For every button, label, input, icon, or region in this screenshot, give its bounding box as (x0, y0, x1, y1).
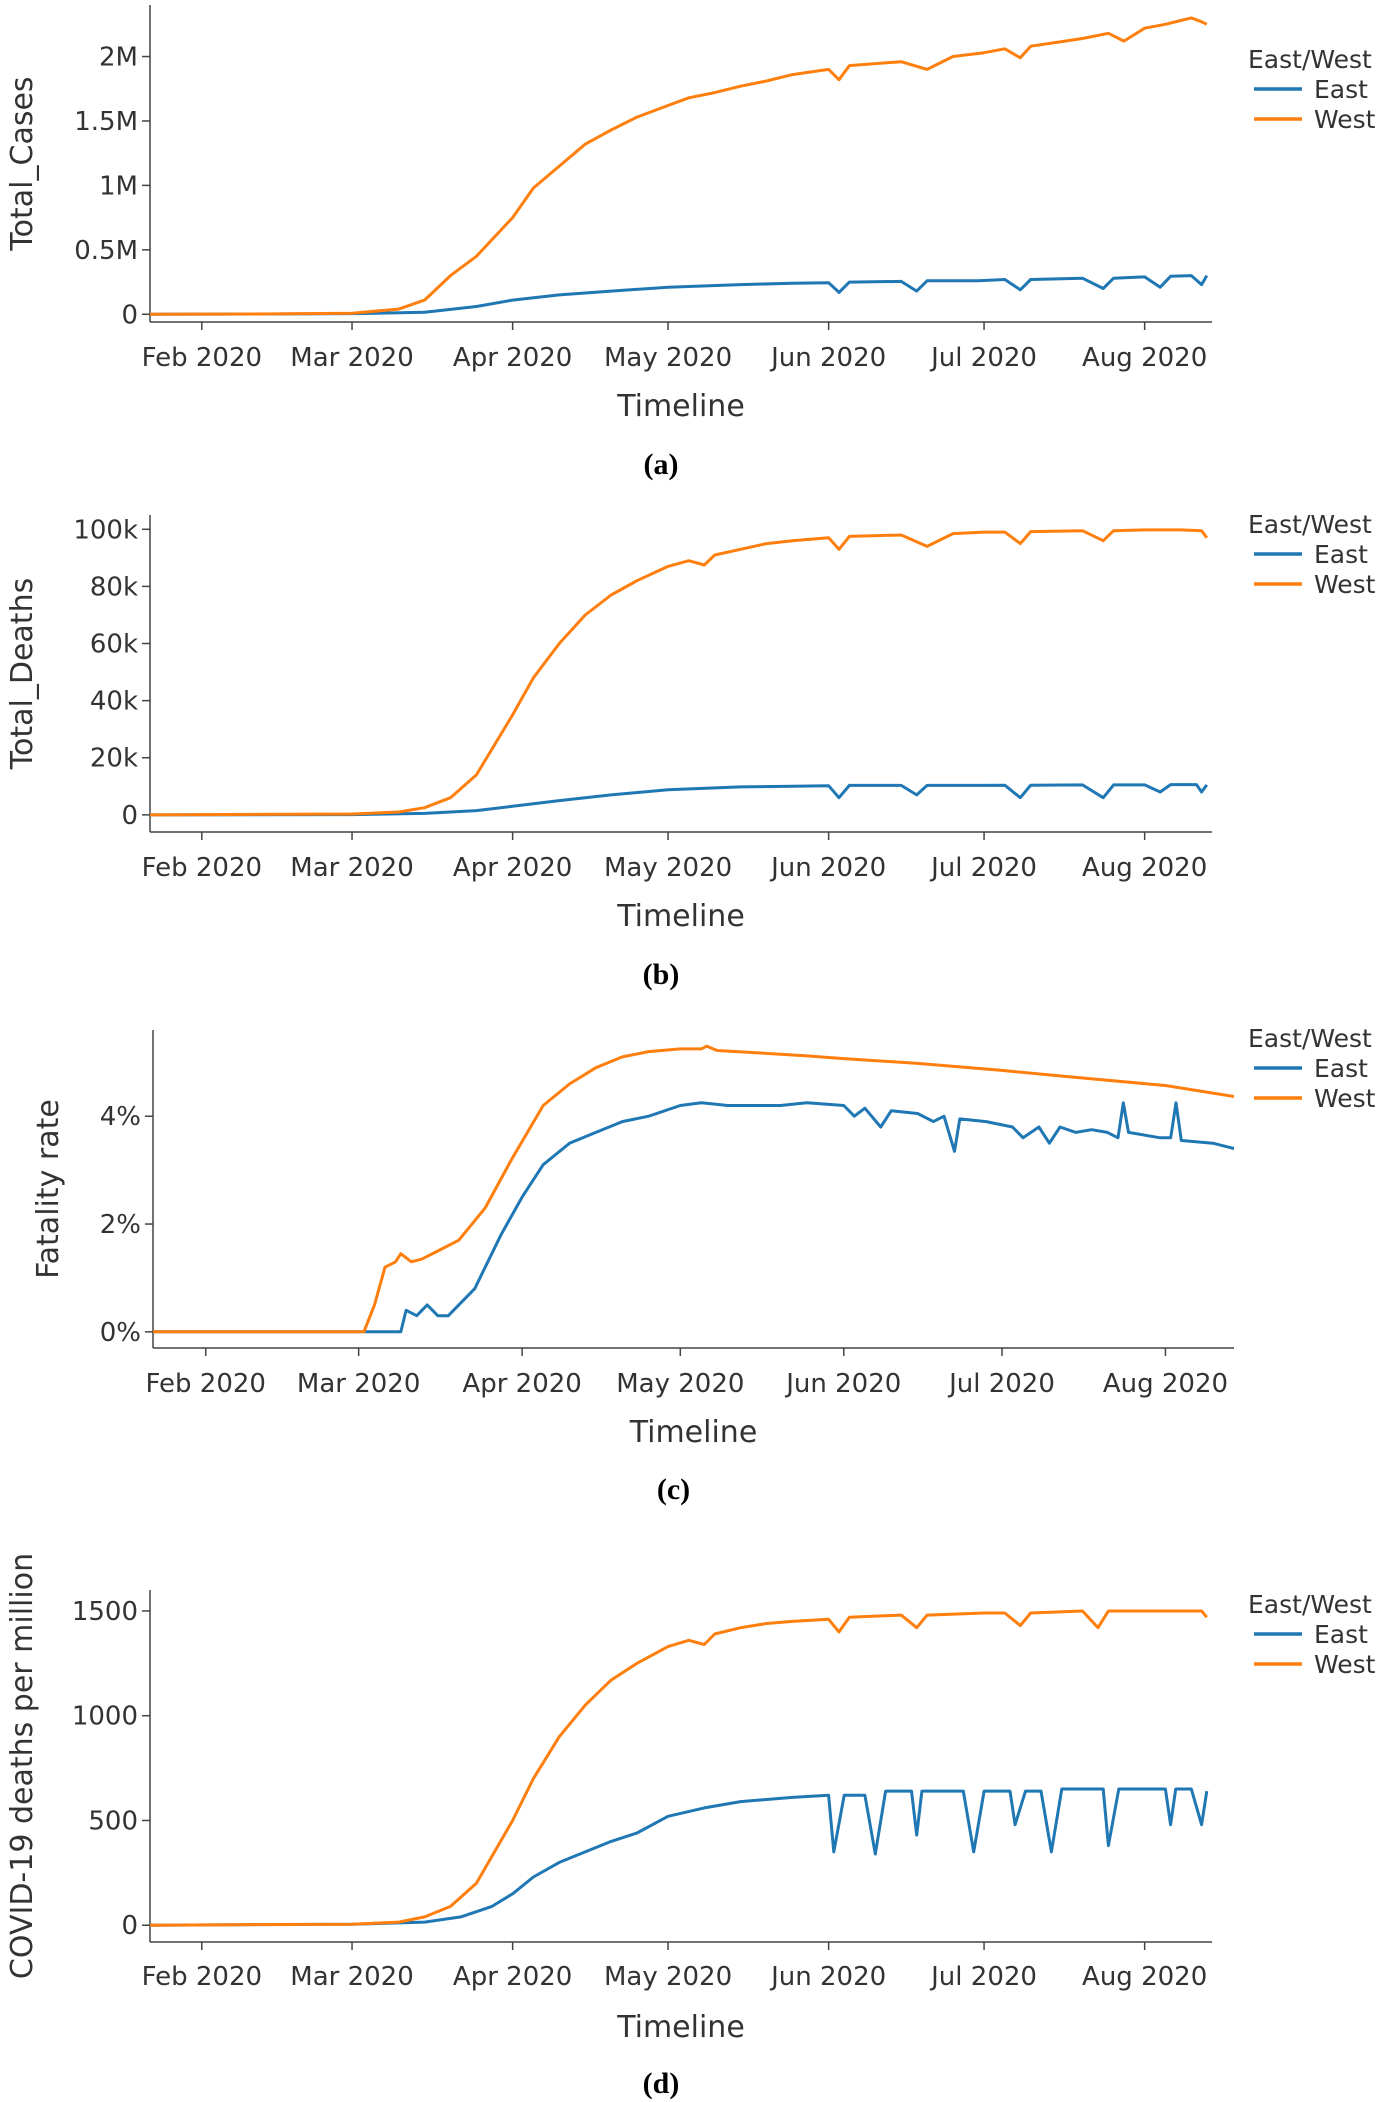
chart-d-x-title: Timeline (616, 2010, 745, 2045)
x-tick-label: Jul 2020 (929, 1962, 1037, 1992)
x-tick-label: Apr 2020 (453, 1962, 572, 1992)
chart-d-caption: (d) (643, 2067, 680, 2100)
chart-c-svg: Feb 2020 Mar 2020 Apr 2020 May 2020 Jun 2020… (31, 1024, 1376, 1506)
legend-title: East/West (1248, 1024, 1372, 1053)
x-tick-label: Apr 2020 (453, 853, 572, 883)
y-tick-label: 2% (100, 1210, 141, 1240)
x-tick-label: Aug 2020 (1103, 1369, 1228, 1399)
chart-a-caption: (a) (644, 448, 679, 481)
y-tick-label: 20k (90, 744, 138, 774)
series-line-east (153, 1101, 1234, 1334)
x-tick-label: May 2020 (604, 853, 732, 883)
y-tick-label: 60k (90, 630, 138, 660)
x-tick-label: Jul 2020 (929, 853, 1037, 883)
chart-c-x-title: Timeline (629, 1415, 758, 1450)
x-tick-label: Jun 2020 (769, 1962, 886, 1992)
y-tick-label: 500 (88, 1806, 138, 1836)
chart-panel-a: Feb 2020 Mar 2020 Apr 2020 May 2020 Jun 2020… (0, 0, 1391, 505)
chart-b-svg: Feb 2020 Mar 2020 Apr 2020 May 2020 Jun 2020… (5, 510, 1376, 991)
y-tick-label: 0.5M (74, 236, 138, 266)
chart-panel-c: Feb 2020 Mar 2020 Apr 2020 May 2020 Jun 2020… (0, 1015, 1391, 1530)
y-tick-label: 1M (99, 171, 138, 201)
series-line-west (150, 1609, 1208, 1927)
y-tick-label: 1000 (72, 1702, 138, 1732)
x-tick-label: Mar 2020 (297, 1369, 421, 1399)
x-tick-label: Apr 2020 (462, 1369, 581, 1399)
x-tick-label: Feb 2020 (145, 1369, 265, 1399)
x-tick-label: Mar 2020 (290, 853, 414, 883)
series-line-west (150, 528, 1209, 817)
x-tick-label: Mar 2020 (290, 343, 414, 373)
x-tick-label: Jun 2020 (769, 853, 886, 883)
legend-title: East/West (1248, 45, 1372, 74)
y-tick-label: 2M (99, 43, 138, 73)
series-line-east (150, 1787, 1209, 1927)
x-tick-label: Aug 2020 (1082, 1962, 1207, 1992)
chart-b-y-title: Total_Deaths (5, 578, 40, 770)
x-tick-label: Feb 2020 (142, 853, 262, 883)
x-tick-label: May 2020 (616, 1369, 744, 1399)
y-tick-label: 1500 (72, 1597, 138, 1627)
legend-label-west: West (1314, 1650, 1376, 1679)
chart-a-y-title: Total_Cases (5, 76, 40, 251)
series-line-east (150, 274, 1209, 316)
chart-b-caption: (b) (643, 958, 680, 991)
y-tick-label: 0 (121, 300, 138, 330)
x-tick-label: May 2020 (604, 343, 732, 373)
y-tick-label: 0% (100, 1318, 141, 1348)
legend-label-east: East (1314, 75, 1368, 104)
x-tick-label: Jun 2020 (784, 1369, 901, 1399)
x-tick-label: Aug 2020 (1082, 343, 1207, 373)
chart-c-caption: (c) (657, 1473, 690, 1506)
chart-b-x-title: Timeline (616, 899, 745, 934)
legend-label-east: East (1314, 1620, 1368, 1649)
y-tick-label: 100k (73, 515, 138, 545)
chart-d-svg: Feb 2020 Mar 2020 Apr 2020 May 2020 Jun 2020… (5, 1553, 1376, 2100)
y-tick-label: 0 (121, 801, 138, 831)
y-tick-label: 4% (100, 1102, 141, 1132)
x-tick-label: Jul 2020 (947, 1369, 1055, 1399)
x-tick-label: Feb 2020 (142, 343, 262, 373)
legend-label-west: West (1314, 105, 1376, 134)
y-tick-label: 80k (90, 572, 138, 602)
x-tick-label: Aug 2020 (1082, 853, 1207, 883)
y-tick-label: 1.5M (74, 107, 138, 137)
y-tick-label: 40k (90, 687, 138, 717)
series-line-east (150, 783, 1209, 817)
y-tick-label: 0 (121, 1911, 138, 1941)
legend-label-east: East (1314, 540, 1368, 569)
x-tick-label: Jun 2020 (769, 343, 886, 373)
x-tick-label: Feb 2020 (142, 1962, 262, 1992)
chart-panel-d: Feb 2020 Mar 2020 Apr 2020 May 2020 Jun 2020… (0, 1530, 1391, 2102)
series-line-west (150, 16, 1208, 316)
chart-panel-b: Feb 2020 Mar 2020 Apr 2020 May 2020 Jun 2020… (0, 505, 1391, 1015)
legend-label-west: West (1314, 1084, 1376, 1113)
chart-c-y-title: Fatality rate (31, 1099, 66, 1279)
series-line-west (153, 1044, 1234, 1334)
legend-label-west: West (1314, 570, 1376, 599)
chart-a-x-title: Timeline (616, 389, 745, 424)
legend-label-east: East (1314, 1054, 1368, 1083)
chart-d-y-title: COVID-19 deaths per million (5, 1553, 40, 1979)
x-tick-label: Jul 2020 (929, 343, 1037, 373)
chart-a-svg: Feb 2020 Mar 2020 Apr 2020 May 2020 Jun 2020… (5, 5, 1376, 481)
x-tick-label: May 2020 (604, 1962, 732, 1992)
legend-title: East/West (1248, 1590, 1372, 1619)
x-tick-label: Mar 2020 (290, 1962, 414, 1992)
x-tick-label: Apr 2020 (453, 343, 572, 373)
legend-title: East/West (1248, 510, 1372, 539)
